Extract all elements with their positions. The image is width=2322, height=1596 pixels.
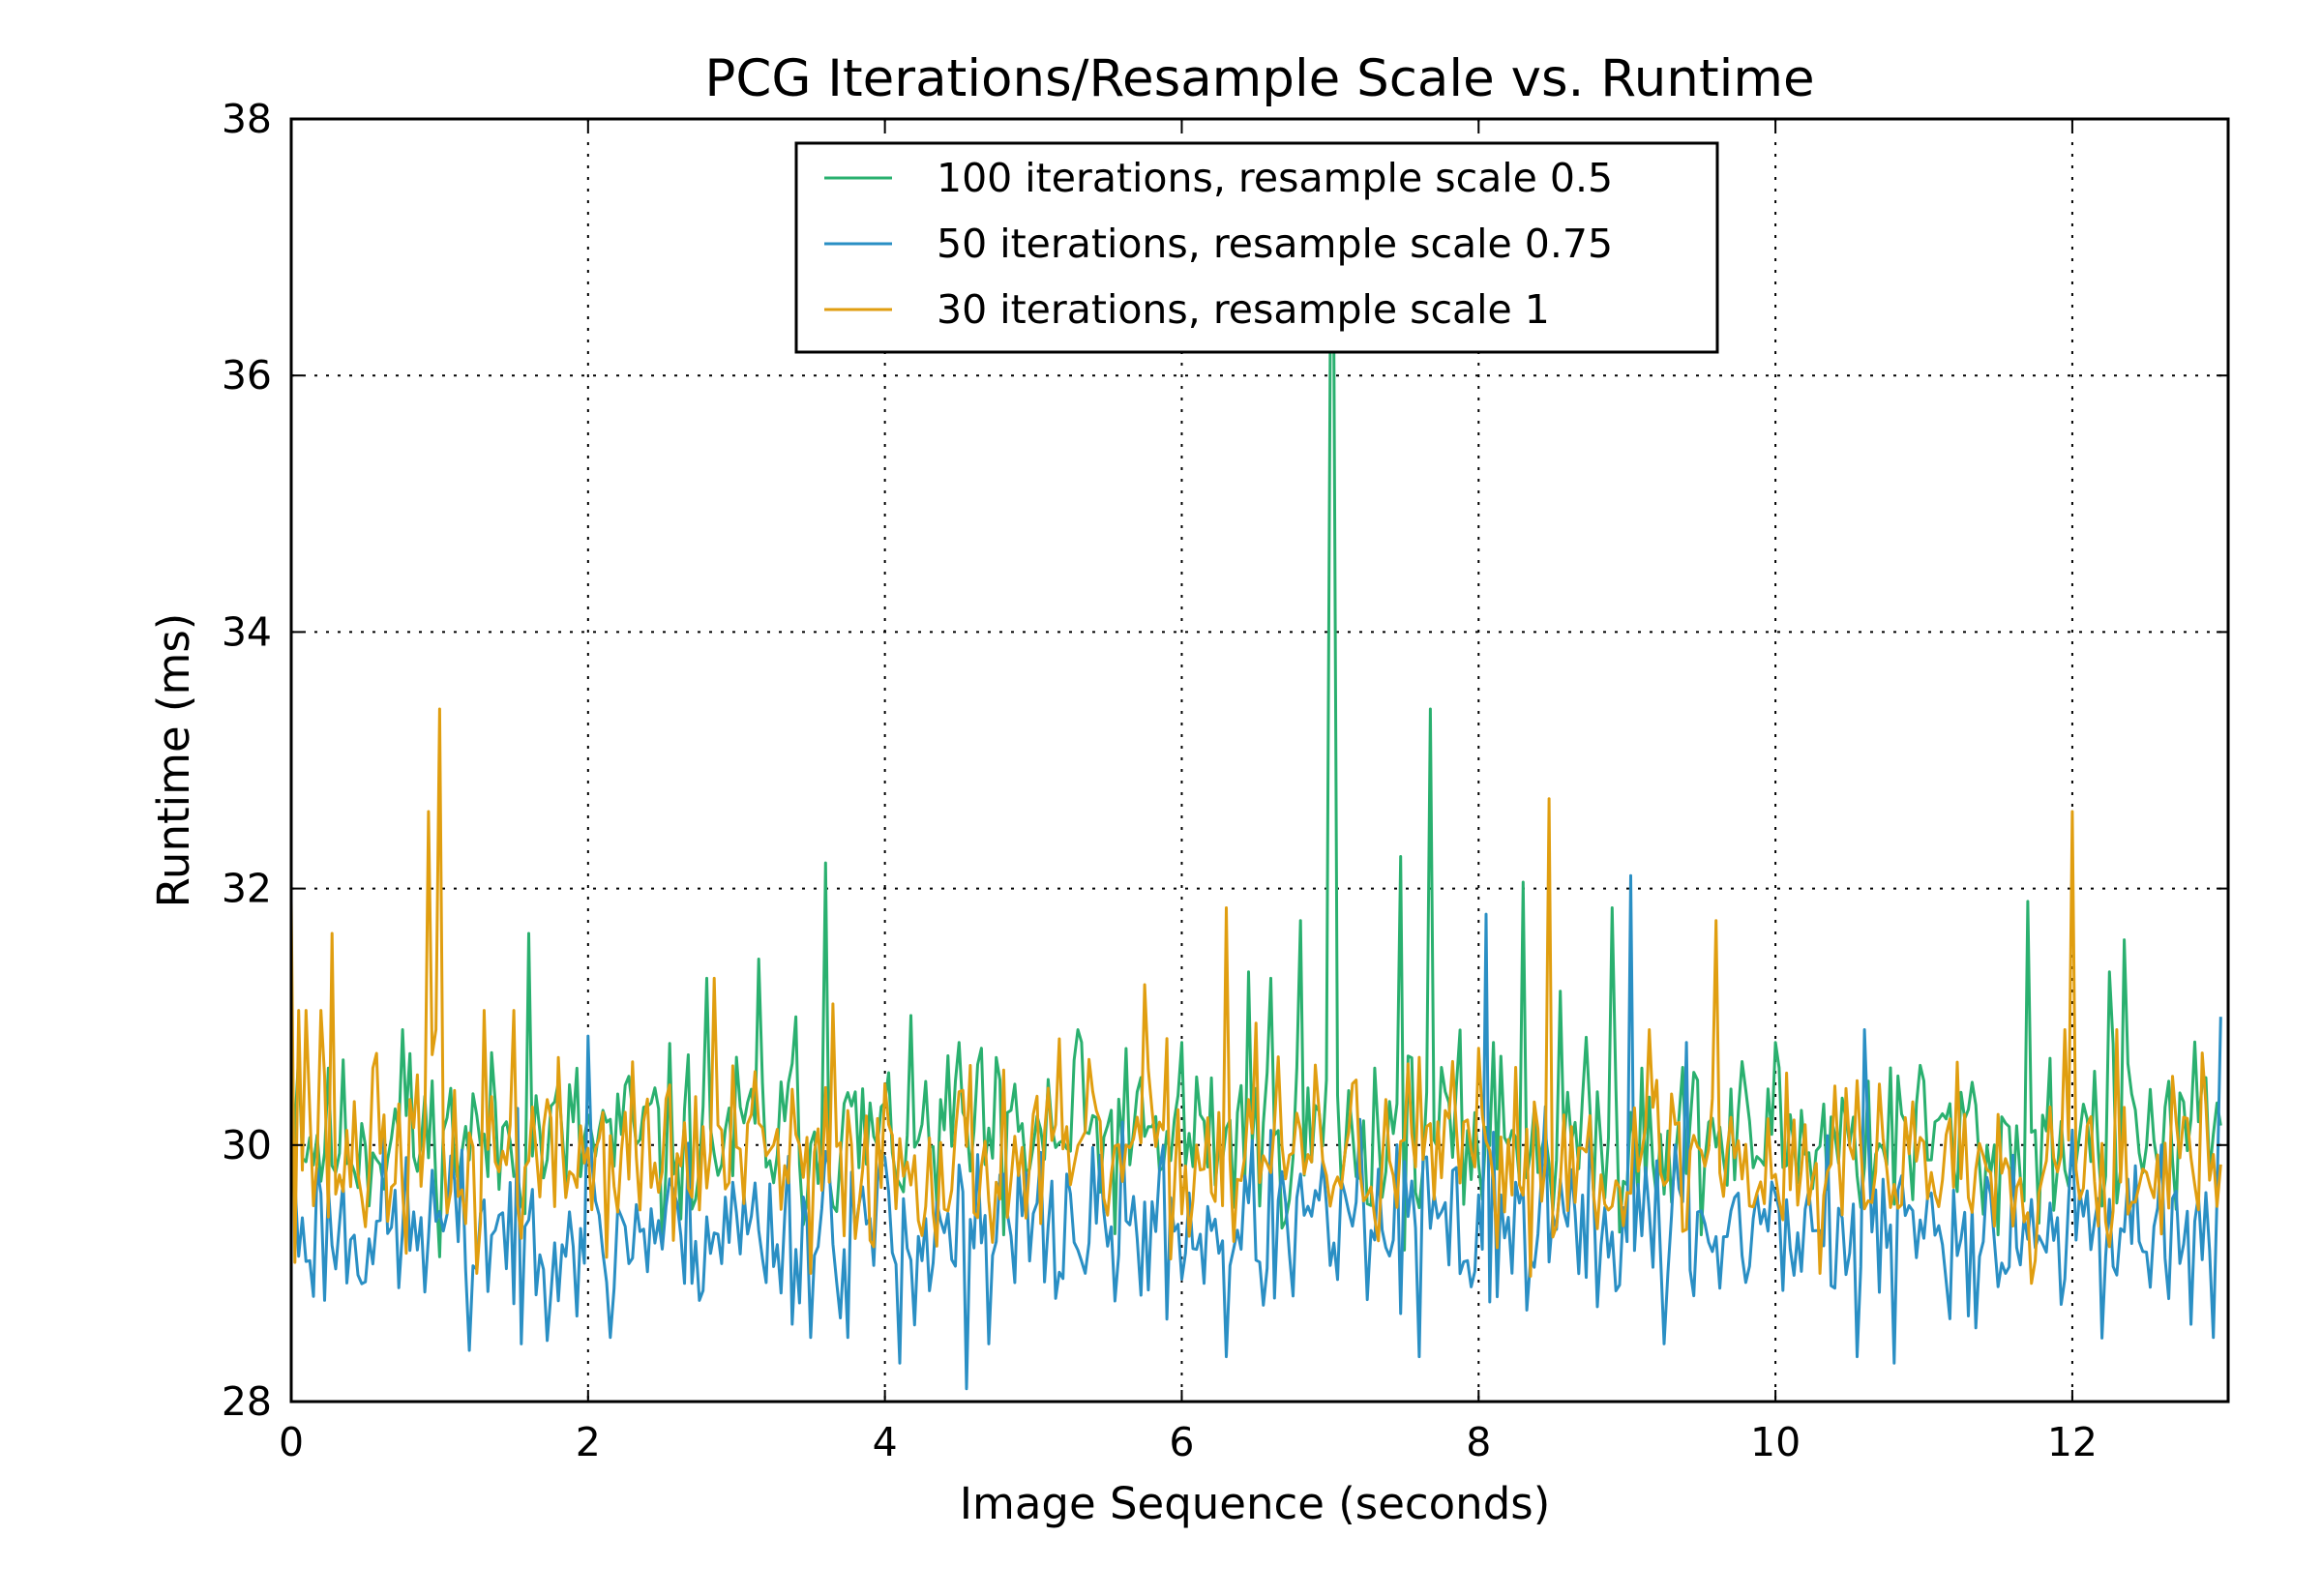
y-tick-label: 36 — [222, 352, 272, 399]
x-tick-label: 8 — [1466, 1419, 1491, 1465]
x-tick-label: 0 — [279, 1419, 304, 1465]
y-tick-label: 30 — [222, 1122, 272, 1168]
legend-label-2: 30 iterations, resample scale 1 — [937, 286, 1550, 333]
x-tick-label: 4 — [873, 1419, 898, 1465]
x-tick-label: 6 — [1169, 1419, 1194, 1465]
x-axis-label: Image Sequence (seconds) — [960, 1478, 1551, 1529]
x-tick-label: 12 — [2047, 1419, 2098, 1465]
y-tick-label: 34 — [222, 608, 272, 655]
legend-label-0: 100 iterations, resample scale 0.5 — [937, 155, 1613, 201]
legend: 100 iterations, resample scale 0.5 50 it… — [794, 141, 1719, 354]
series-line-1 — [291, 873, 2222, 1391]
series-line-2 — [291, 707, 2222, 1286]
x-tick-label: 2 — [576, 1419, 601, 1465]
y-tick-label: 32 — [222, 866, 272, 912]
legend-label-1: 50 iterations, resample scale 0.75 — [937, 221, 1613, 267]
plot-frame — [289, 117, 2230, 1404]
y-axis-label: Runtime (ms) — [148, 613, 199, 908]
ticks: 0 2 4 6 8 10 12 28 30 32 34 36 38 — [222, 96, 2228, 1465]
y-tick-label: 38 — [222, 96, 272, 142]
series-line-0 — [291, 348, 2222, 1258]
legend-box — [794, 141, 1719, 354]
x-tick-label: 10 — [1750, 1419, 1801, 1465]
y-tick-label: 28 — [222, 1378, 272, 1425]
chart-title: PCG Iterations/Resample Scale vs. Runtim… — [704, 49, 1814, 108]
series-layer — [291, 348, 2222, 1391]
